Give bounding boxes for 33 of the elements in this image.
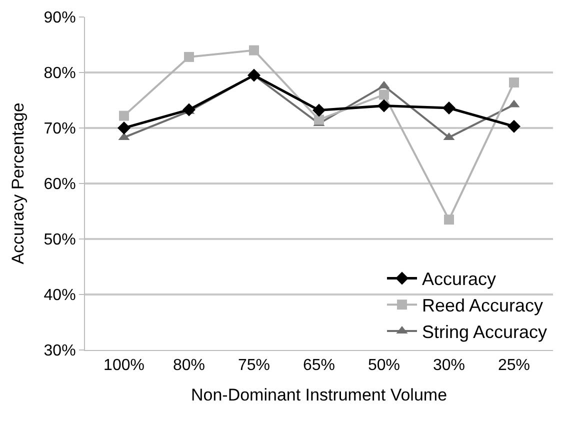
point — [312, 104, 326, 117]
x-tick-label: 75% — [238, 357, 270, 374]
x-tick-label: 65% — [302, 357, 336, 374]
y-tick-label: 70% — [44, 120, 76, 138]
legend-label: Accuracy — [422, 269, 496, 290]
point — [249, 45, 259, 56]
point — [119, 110, 129, 121]
point — [314, 114, 324, 125]
x-tick-label: 25% — [498, 357, 530, 374]
point — [184, 52, 194, 62]
legend-label: String Accuracy — [422, 322, 548, 342]
point — [509, 77, 519, 88]
y-axis-title: Accuracy Percentage — [8, 102, 28, 264]
point — [182, 103, 196, 116]
point — [444, 214, 454, 225]
x-tick-label: 50% — [368, 357, 400, 374]
x-tick-label: 80% — [172, 357, 206, 374]
point — [379, 90, 389, 100]
y-tick-label: 60% — [44, 176, 76, 194]
y-tick-label: 50% — [44, 232, 76, 249]
point — [442, 102, 456, 115]
x-axis-title: Non-Dominant Instrument Volume — [190, 386, 448, 405]
y-tick-label: 80% — [44, 65, 76, 82]
point — [248, 68, 260, 82]
point — [118, 122, 130, 134]
y-tick-label: 90% — [44, 10, 76, 27]
x-tick-label: 100% — [104, 357, 144, 374]
point — [378, 99, 390, 112]
x-tick-label: 30% — [432, 357, 466, 374]
legend-label: Reed Accuracy — [422, 296, 544, 316]
y-tick-label: 30% — [44, 342, 76, 360]
point — [508, 120, 520, 133]
y-tick-label: 40% — [44, 287, 76, 304]
